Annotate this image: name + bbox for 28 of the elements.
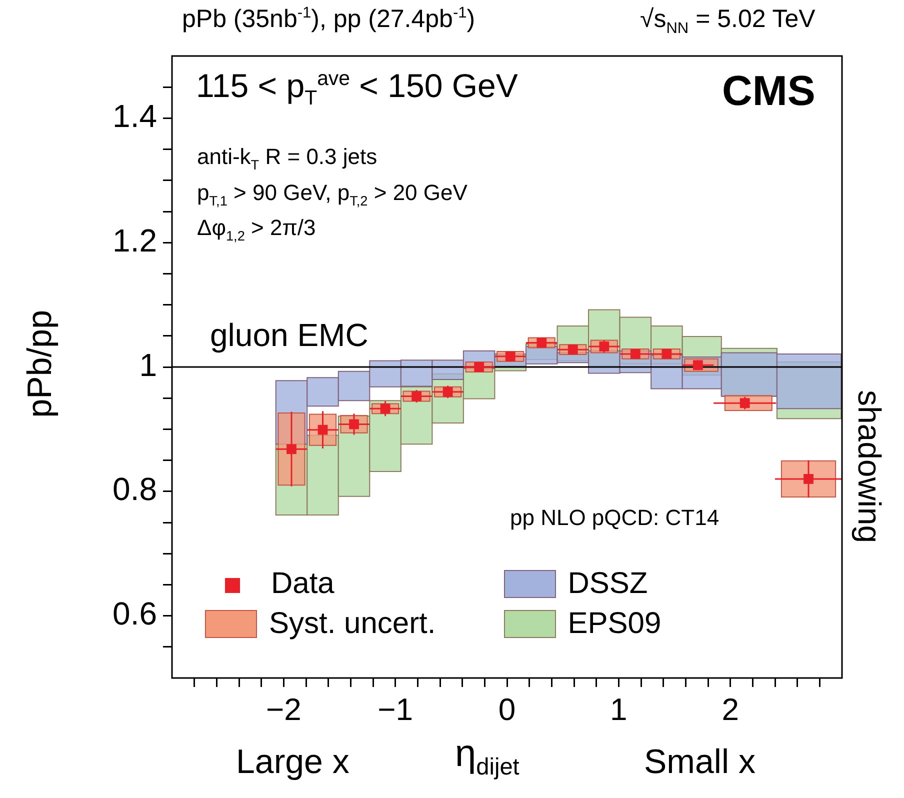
annotation: gluon EMC bbox=[210, 316, 368, 354]
legend-label: EPS09 bbox=[568, 607, 662, 641]
y-axis-title: pPb/pp bbox=[20, 310, 60, 418]
text: shadowing bbox=[850, 390, 888, 543]
y-tick-label: 0.6 bbox=[112, 596, 157, 632]
text: √s$_{NN}$ = 5.02 TeV bbox=[640, 4, 816, 37]
x-axis-title: η$_{dijet}$ bbox=[455, 732, 520, 780]
text: Small x bbox=[644, 742, 756, 783]
y-tick-label: 1.2 bbox=[112, 222, 157, 258]
x-tick-label: 0 bbox=[498, 692, 516, 728]
annotation: pp NLO pQCD: CT14 bbox=[510, 505, 720, 532]
x-tick-label: −2 bbox=[266, 692, 302, 728]
annotation: 115 < p$_{T}$$^{ave}$ < 150 GeV bbox=[196, 66, 518, 110]
x-tick-label: −1 bbox=[378, 692, 414, 728]
text: pPb (35nb$^{-1}$), pp (27.4pb$^{-1}$) bbox=[182, 4, 476, 34]
annotation: Δφ$_{1,2}$ > 2π/3 bbox=[197, 215, 316, 244]
legend-label: Syst. uncert. bbox=[269, 607, 436, 641]
annotation: anti-k$_{T}$ R = 0.3 jets bbox=[197, 144, 378, 172]
text: Large x bbox=[236, 742, 350, 783]
y-tick-label: 0.8 bbox=[112, 471, 157, 508]
legend-label: Data bbox=[271, 567, 334, 601]
annotation: p$_{T,1}$ > 90 GeV, p$_{T,2}$ > 20 GeV bbox=[197, 180, 468, 208]
legend-label: DSSZ bbox=[568, 567, 648, 601]
y-tick-label: 1 bbox=[139, 346, 157, 383]
y-tick-label: 1.4 bbox=[112, 98, 157, 134]
annotation: CMS bbox=[722, 66, 816, 116]
x-tick-label: 1 bbox=[610, 692, 628, 728]
x-tick-label: 2 bbox=[722, 692, 739, 728]
